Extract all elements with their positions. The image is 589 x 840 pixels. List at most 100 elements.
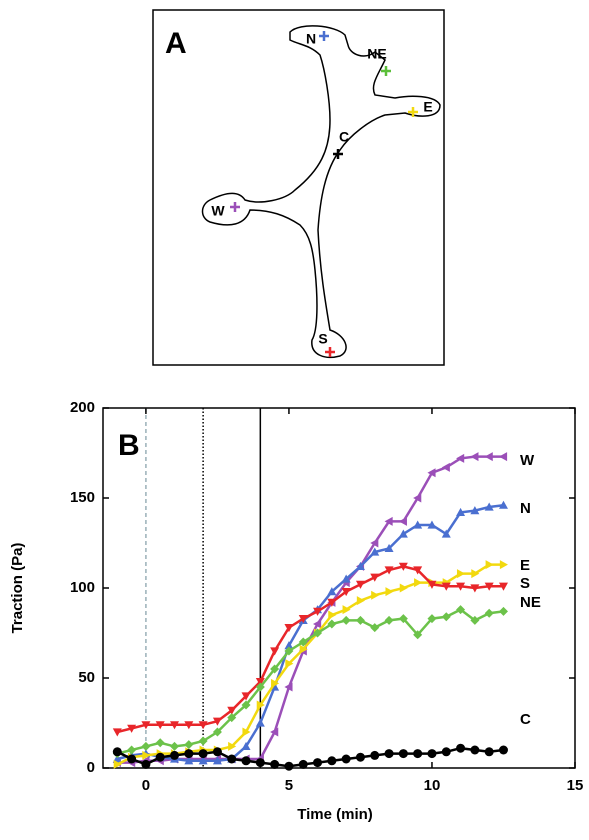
- data-point: [112, 754, 122, 763]
- data-point: [398, 562, 408, 571]
- data-point: [313, 628, 323, 638]
- data-point: [384, 749, 394, 759]
- data-point: [142, 750, 151, 760]
- data-point: [441, 747, 451, 757]
- data-point: [227, 754, 237, 764]
- data-point: [427, 614, 437, 624]
- data-point: [212, 727, 222, 737]
- y-axis-label: Traction (Pa): [9, 543, 26, 634]
- data-point: [112, 747, 122, 757]
- data-point: [370, 547, 380, 556]
- data-point: [255, 682, 265, 692]
- data-point: [270, 664, 280, 674]
- data-point: [370, 573, 380, 582]
- point-cross: [230, 202, 240, 212]
- data-point: [399, 583, 408, 593]
- data-point: [456, 569, 466, 579]
- data-point: [127, 745, 137, 755]
- data-point: [371, 590, 380, 600]
- data-point: [198, 749, 208, 759]
- series-label: E: [520, 557, 530, 574]
- data-point: [341, 615, 351, 625]
- data-point: [341, 588, 351, 597]
- data-point: [155, 738, 165, 748]
- data-point: [441, 462, 450, 472]
- data-point: [441, 612, 451, 622]
- series-label: S: [520, 575, 530, 592]
- data-point: [398, 516, 407, 526]
- data-point: [184, 721, 194, 730]
- data-point: [112, 728, 122, 737]
- data-point: [398, 749, 408, 759]
- data-point: [484, 502, 494, 511]
- data-point: [355, 580, 365, 589]
- data-point: [170, 741, 180, 751]
- data-point: [212, 717, 222, 726]
- x-tick-label: 15: [567, 777, 584, 794]
- data-point: [355, 561, 365, 570]
- data-point: [498, 582, 508, 591]
- data-point: [484, 452, 493, 462]
- data-point: [313, 607, 323, 616]
- data-point: [341, 754, 351, 764]
- data-point: [355, 752, 365, 762]
- data-point: [384, 543, 394, 552]
- data-point: [184, 749, 194, 759]
- data-point: [341, 574, 351, 583]
- data-point: [198, 736, 208, 746]
- data-point: [127, 724, 137, 733]
- data-point: [284, 646, 294, 656]
- data-point: [456, 582, 466, 591]
- data-point: [441, 529, 451, 538]
- point-label: NE: [367, 46, 386, 62]
- data-point: [284, 682, 293, 692]
- data-point: [284, 761, 294, 771]
- point-label: E: [423, 99, 432, 115]
- series-label: C: [520, 711, 531, 728]
- point-cross: [333, 149, 343, 159]
- data-point: [241, 700, 251, 710]
- panel-label: A: [165, 27, 187, 60]
- data-point: [484, 747, 494, 757]
- data-point: [484, 608, 494, 618]
- data-point: [328, 610, 337, 620]
- point-label: W: [211, 203, 225, 219]
- data-point: [184, 740, 194, 750]
- data-point: [313, 758, 323, 768]
- data-point: [342, 605, 351, 615]
- data-point: [355, 615, 365, 625]
- data-point: [155, 752, 165, 762]
- data-point: [285, 659, 294, 669]
- data-point: [284, 641, 294, 650]
- data-point: [327, 756, 337, 766]
- data-point: [385, 587, 394, 597]
- data-point: [271, 678, 280, 688]
- data-point: [327, 587, 337, 596]
- data-point: [485, 560, 494, 570]
- y-tick-label: 200: [70, 399, 95, 416]
- data-point: [498, 606, 508, 616]
- data-point: [470, 615, 480, 625]
- data-point: [141, 759, 151, 769]
- data-point: [471, 569, 480, 579]
- data-point: [456, 507, 466, 516]
- data-point: [398, 614, 408, 624]
- data-point: [356, 596, 365, 606]
- data-point: [327, 619, 337, 629]
- data-point: [141, 721, 151, 730]
- series-label: W: [520, 452, 535, 469]
- data-point: [370, 623, 380, 633]
- data-point: [255, 718, 265, 727]
- data-point: [170, 750, 180, 760]
- data-point: [113, 759, 122, 769]
- x-axis-label: Time (min): [297, 806, 373, 823]
- data-point: [255, 678, 265, 687]
- panel-a-points: N NE E C W S: [211, 31, 433, 357]
- data-point: [384, 566, 394, 575]
- series-line: [116, 565, 504, 734]
- data-point: [270, 759, 280, 769]
- data-point: [427, 520, 437, 529]
- data-point: [198, 756, 208, 765]
